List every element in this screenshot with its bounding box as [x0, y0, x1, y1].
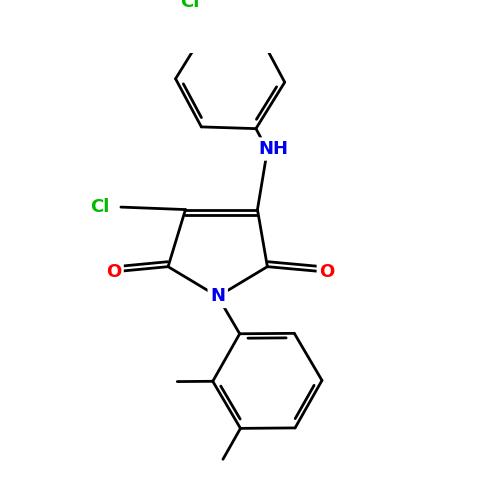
- Text: NH: NH: [258, 140, 288, 158]
- Text: Cl: Cl: [180, 0, 200, 11]
- Text: N: N: [210, 288, 225, 306]
- Text: O: O: [106, 262, 121, 280]
- Text: O: O: [320, 262, 334, 280]
- Text: Cl: Cl: [90, 198, 110, 216]
